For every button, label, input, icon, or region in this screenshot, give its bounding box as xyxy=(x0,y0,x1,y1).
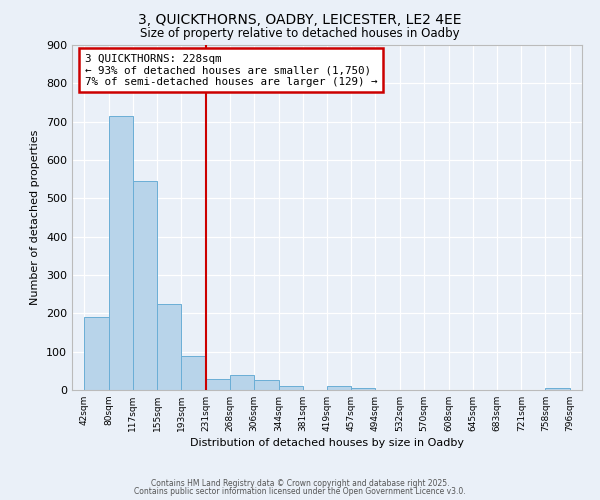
X-axis label: Distribution of detached houses by size in Oadby: Distribution of detached houses by size … xyxy=(190,438,464,448)
Bar xyxy=(133,181,157,390)
Y-axis label: Number of detached properties: Number of detached properties xyxy=(31,130,40,305)
Bar xyxy=(352,388,375,390)
Text: Contains public sector information licensed under the Open Government Licence v3: Contains public sector information licen… xyxy=(134,487,466,496)
Text: 3, QUICKTHORNS, OADBY, LEICESTER, LE2 4EE: 3, QUICKTHORNS, OADBY, LEICESTER, LE2 4E… xyxy=(138,12,462,26)
Bar xyxy=(84,317,109,390)
Bar xyxy=(254,380,279,390)
Text: Size of property relative to detached houses in Oadby: Size of property relative to detached ho… xyxy=(140,28,460,40)
Text: Contains HM Land Registry data © Crown copyright and database right 2025.: Contains HM Land Registry data © Crown c… xyxy=(151,478,449,488)
Bar xyxy=(109,116,133,390)
Bar xyxy=(157,304,181,390)
Bar xyxy=(279,386,302,390)
Bar xyxy=(545,388,570,390)
Bar xyxy=(206,378,230,390)
Bar xyxy=(327,386,352,390)
Text: 3 QUICKTHORNS: 228sqm
← 93% of detached houses are smaller (1,750)
7% of semi-de: 3 QUICKTHORNS: 228sqm ← 93% of detached … xyxy=(85,54,377,87)
Bar xyxy=(181,356,206,390)
Bar xyxy=(230,374,254,390)
